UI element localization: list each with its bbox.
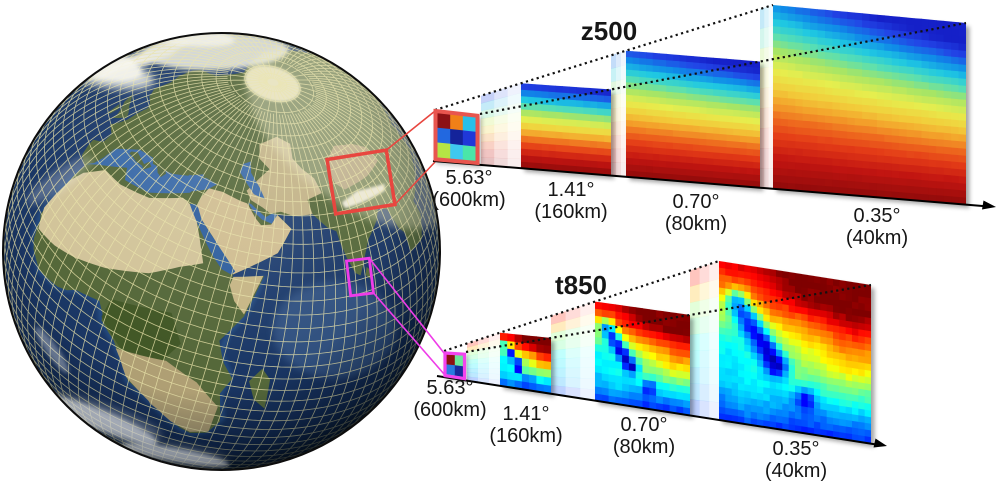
svg-text:(80km): (80km) [613,436,675,458]
svg-text:1.41°: 1.41° [548,179,595,201]
svg-text:(600km): (600km) [432,189,505,211]
svg-text:5.63°: 5.63° [446,167,493,189]
svg-text:5.63°: 5.63° [427,377,474,399]
svg-text:0.70°: 0.70° [621,414,668,436]
svg-text:0.35°: 0.35° [773,438,820,460]
svg-text:(40km): (40km) [846,227,908,249]
svg-text:(160km): (160km) [489,425,562,447]
svg-text:0.35°: 0.35° [854,205,901,227]
svg-text:t850: t850 [555,270,607,300]
svg-text:(160km): (160km) [534,201,607,223]
svg-text:1.41°: 1.41° [503,403,550,425]
svg-text:(600km): (600km) [413,399,486,421]
svg-text:0.70°: 0.70° [673,191,720,213]
svg-text:(80km): (80km) [665,213,727,235]
svg-text:z500: z500 [581,16,637,46]
svg-text:(40km): (40km) [765,460,827,482]
